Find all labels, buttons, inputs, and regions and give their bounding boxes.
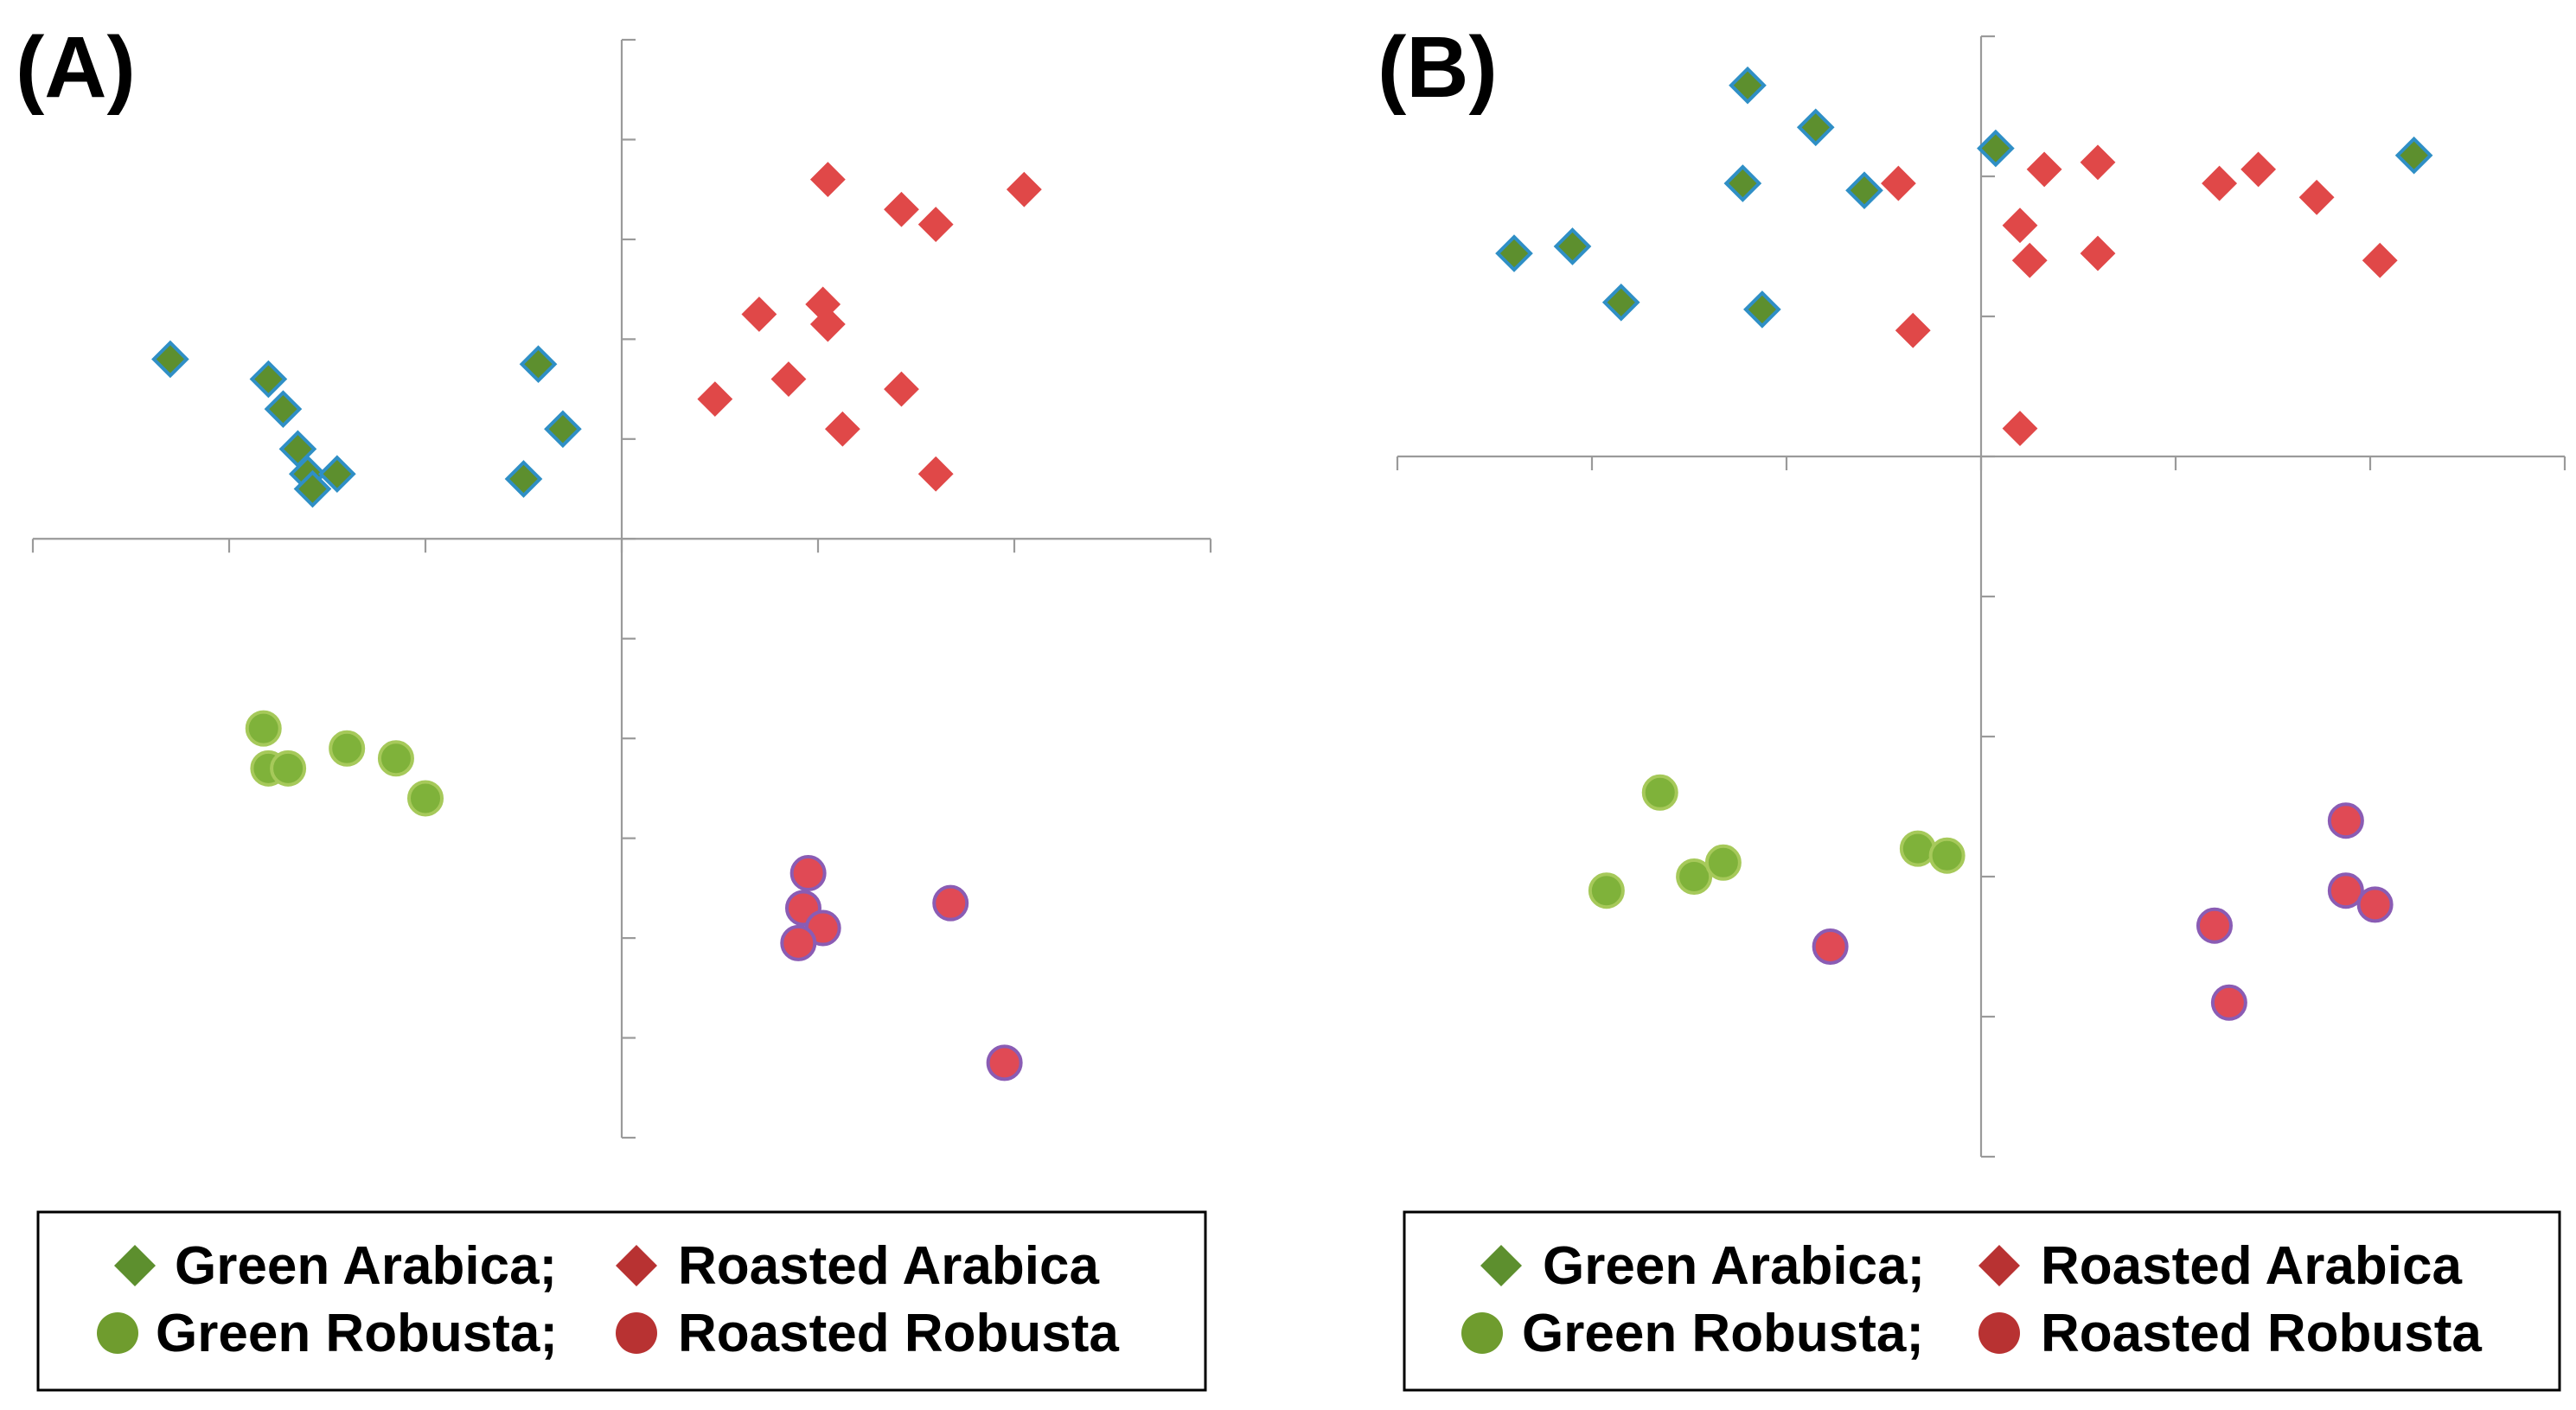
panel-b-roasted-robusta-point [2327, 872, 2364, 909]
panel-b-green-robusta-point [1641, 774, 1678, 811]
panel-b-roasted-arabica-point [2011, 242, 2048, 278]
panel-b-green-arabica-point [1796, 108, 1835, 147]
panel-a-roasted-arabica-point [809, 306, 846, 342]
panel-a-roasted-arabica-point [741, 297, 777, 332]
panel-a-green-arabica-point [249, 360, 288, 399]
panel-b-green-robusta-point [1704, 844, 1742, 881]
panel-b-roasted-robusta-point [2327, 802, 2364, 839]
panel-b-green-robusta-point [1899, 830, 1936, 867]
panel-b-roasted-arabica-point [2002, 207, 2038, 244]
panel-b-green-arabica-point [1977, 129, 2015, 168]
panel-b-legend-box [1403, 1210, 2561, 1392]
panel-a-green-robusta-point [377, 740, 414, 777]
panel-b-legend-roasted-robusta-label: Roasted Robusta [2041, 1304, 2482, 1363]
panel-a-roasted-arabica-point [697, 381, 733, 418]
panel-b-roasted-arabica-point [2080, 144, 2116, 181]
panel-b-legend-roasted-arabica-label: Roasted Arabica [2041, 1236, 2462, 1296]
panel-b-legend-roasted-arabica-marker [1978, 1245, 2020, 1286]
panel-a-roasted-arabica-point [1006, 171, 1042, 207]
panel-b-legend-green-arabica-marker [1480, 1245, 1522, 1286]
panel-a-points [151, 162, 1042, 1081]
panel-a-roasted-arabica-point [824, 411, 860, 447]
panel-a-legend-green-robusta-marker [97, 1312, 138, 1354]
panel-b-green-arabica-point [1743, 290, 1781, 329]
panel-b-legend: Green Arabica; Roasted Arabica Green Rob… [1403, 1210, 2561, 1392]
panel-b-points [1495, 66, 2433, 1021]
panel-a-legend-roasted-robusta-marker [616, 1312, 657, 1354]
panel-a-roasted-robusta-point [789, 855, 827, 892]
panel-a-legend-green-arabica-label: Green Arabica; [175, 1236, 557, 1296]
panel-a-roasted-robusta-point [986, 1044, 1023, 1081]
panel-b-roasted-robusta-point [2196, 907, 2233, 944]
panel-a-roasted-arabica-point [917, 456, 954, 492]
panel-a-legend: Green Arabica; Roasted Arabica Green Rob… [36, 1210, 1207, 1392]
panel-b-green-robusta-point [1676, 858, 1713, 895]
panel-a-legend-green-robusta-label: Green Robusta; [156, 1304, 558, 1363]
panel-b-roasted-arabica-point [2362, 242, 2398, 278]
panel-b-legend-green-robusta-label: Green Robusta; [1522, 1304, 1924, 1363]
panel-b-legend-green-arabica-label: Green Arabica; [1543, 1236, 1925, 1296]
panel-b-roasted-robusta-point [2210, 984, 2247, 1021]
panel-b-green-arabica-point [1723, 164, 1762, 202]
panel-a-legend-roasted-arabica-marker [616, 1245, 657, 1286]
panel-a-axes [31, 38, 1212, 1139]
panel-b-green-arabica-point [2394, 136, 2433, 175]
panel-a-roasted-arabica-point [884, 371, 919, 407]
panel-b: (B) Green Arabica; Roasted Arabica Green… [1377, 19, 2566, 1392]
panel-a-roasted-arabica-point [770, 361, 807, 397]
panel-b-roasted-robusta-point [2356, 886, 2394, 923]
panel-b-green-arabica-point [1495, 234, 1533, 272]
panel-b-roasted-arabica-point [2080, 235, 2116, 271]
panel-a-green-arabica-point [151, 340, 189, 379]
panel-a-label: (A) [16, 19, 136, 116]
panel-b-roasted-robusta-point [1812, 928, 1849, 965]
panel-b-green-arabica-point [1845, 171, 1883, 210]
panel-a-green-robusta-point [407, 780, 444, 817]
panel-b-axes [1396, 35, 2566, 1158]
panel-a-roasted-arabica-point [809, 162, 846, 198]
panel-b-roasted-arabica-point [2202, 165, 2238, 201]
panel-b-roasted-arabica-point [2002, 411, 2038, 447]
panel-a-legend-green-arabica-marker [114, 1245, 156, 1286]
panel-a-legend-roasted-robusta-label: Roasted Robusta [678, 1304, 1119, 1363]
panel-b-legend-green-robusta-marker [1461, 1312, 1503, 1354]
panel-b-green-arabica-point [1601, 283, 1640, 322]
panel-b-green-robusta-point [1928, 837, 1966, 874]
panel-b-green-arabica-point [1553, 227, 1592, 265]
panel-a-green-arabica-point [318, 455, 356, 494]
panel-b-green-robusta-point [1588, 872, 1625, 909]
panel-a-roasted-robusta-point [932, 884, 969, 922]
panel-a-roasted-arabica-point [884, 191, 919, 227]
panel-a-green-arabica-point [519, 345, 558, 384]
panel-a-green-arabica-point [504, 460, 543, 498]
panel-b-roasted-arabica-point [2240, 151, 2277, 188]
panel-a-green-arabica-point [293, 469, 332, 508]
panel-b-roasted-arabica-point [2026, 151, 2062, 188]
panel-a-green-robusta-point [329, 730, 366, 767]
panel-a-legend-roasted-arabica-label: Roasted Arabica [678, 1236, 1099, 1296]
panel-a-green-arabica-point [544, 410, 582, 449]
panel-a-green-robusta-point [270, 750, 307, 787]
panel-a-green-robusta-point [245, 710, 282, 747]
panel-b-roasted-arabica-point [1880, 165, 1916, 201]
panel-a-legend-box [36, 1210, 1207, 1392]
panel-b-legend-roasted-robusta-marker [1978, 1312, 2020, 1354]
panel-a-roasted-arabica-point [917, 207, 954, 243]
panel-b-roasted-arabica-point [2298, 179, 2335, 215]
panel-a-roasted-robusta-point [780, 924, 817, 961]
panel-a-green-arabica-point [264, 390, 303, 429]
panel-a: (A) Green Arabica; Roasted Arabica Green… [16, 19, 1212, 1392]
panel-b-roasted-arabica-point [1895, 312, 1931, 348]
panel-b-green-arabica-point [1729, 66, 1767, 105]
panel-b-label: (B) [1377, 19, 1498, 116]
